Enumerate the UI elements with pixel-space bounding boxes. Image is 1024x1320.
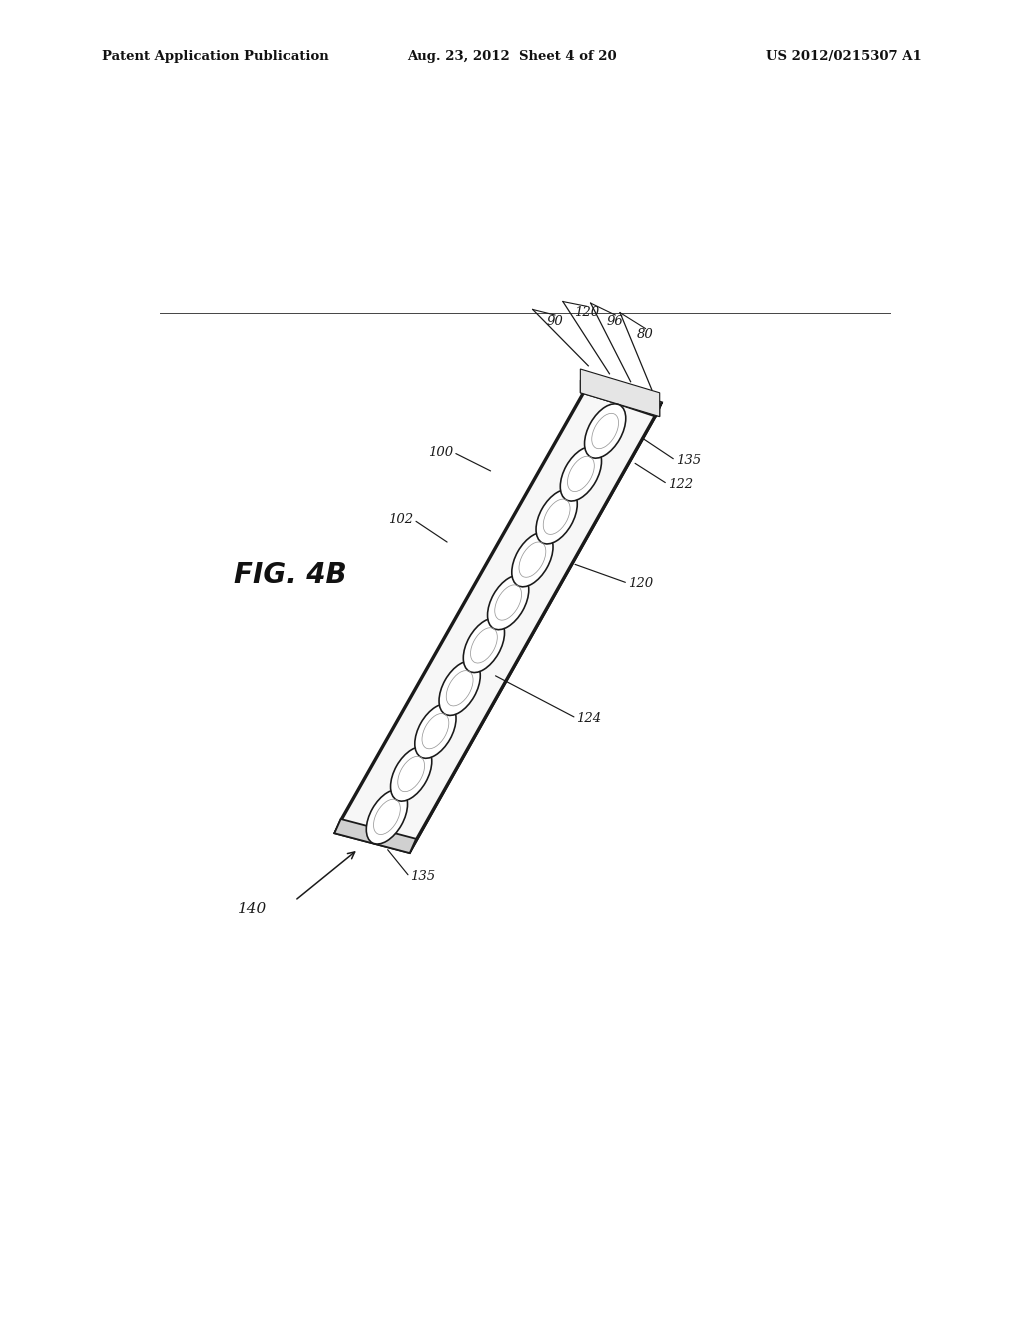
Polygon shape (334, 818, 416, 853)
Ellipse shape (487, 576, 528, 630)
Text: US 2012/0215307 A1: US 2012/0215307 A1 (766, 50, 922, 63)
Text: 80: 80 (637, 329, 653, 342)
Polygon shape (585, 379, 663, 417)
Ellipse shape (463, 618, 505, 673)
Ellipse shape (512, 532, 553, 587)
Text: Aug. 23, 2012  Sheet 4 of 20: Aug. 23, 2012 Sheet 4 of 20 (408, 50, 616, 63)
Text: FIG. 4B: FIG. 4B (234, 561, 347, 589)
Ellipse shape (585, 404, 626, 458)
Ellipse shape (390, 747, 432, 801)
Polygon shape (581, 370, 659, 417)
Text: Patent Application Publication: Patent Application Publication (102, 50, 329, 63)
Polygon shape (334, 393, 655, 853)
Ellipse shape (439, 661, 480, 715)
Text: 102: 102 (388, 513, 414, 527)
Text: 120: 120 (628, 577, 653, 590)
Polygon shape (334, 379, 591, 833)
Polygon shape (581, 380, 659, 417)
Ellipse shape (560, 446, 601, 502)
Text: 135: 135 (410, 870, 435, 883)
Text: 135: 135 (676, 454, 700, 467)
Text: 100: 100 (428, 446, 454, 459)
Polygon shape (410, 403, 663, 853)
Ellipse shape (536, 490, 578, 544)
Text: 122: 122 (668, 478, 693, 491)
Text: 140: 140 (238, 902, 267, 916)
Text: 90: 90 (547, 315, 563, 327)
Text: 120: 120 (574, 306, 599, 319)
Text: 96: 96 (607, 315, 624, 327)
Ellipse shape (367, 789, 408, 843)
Ellipse shape (415, 704, 456, 758)
Text: 124: 124 (577, 711, 601, 725)
